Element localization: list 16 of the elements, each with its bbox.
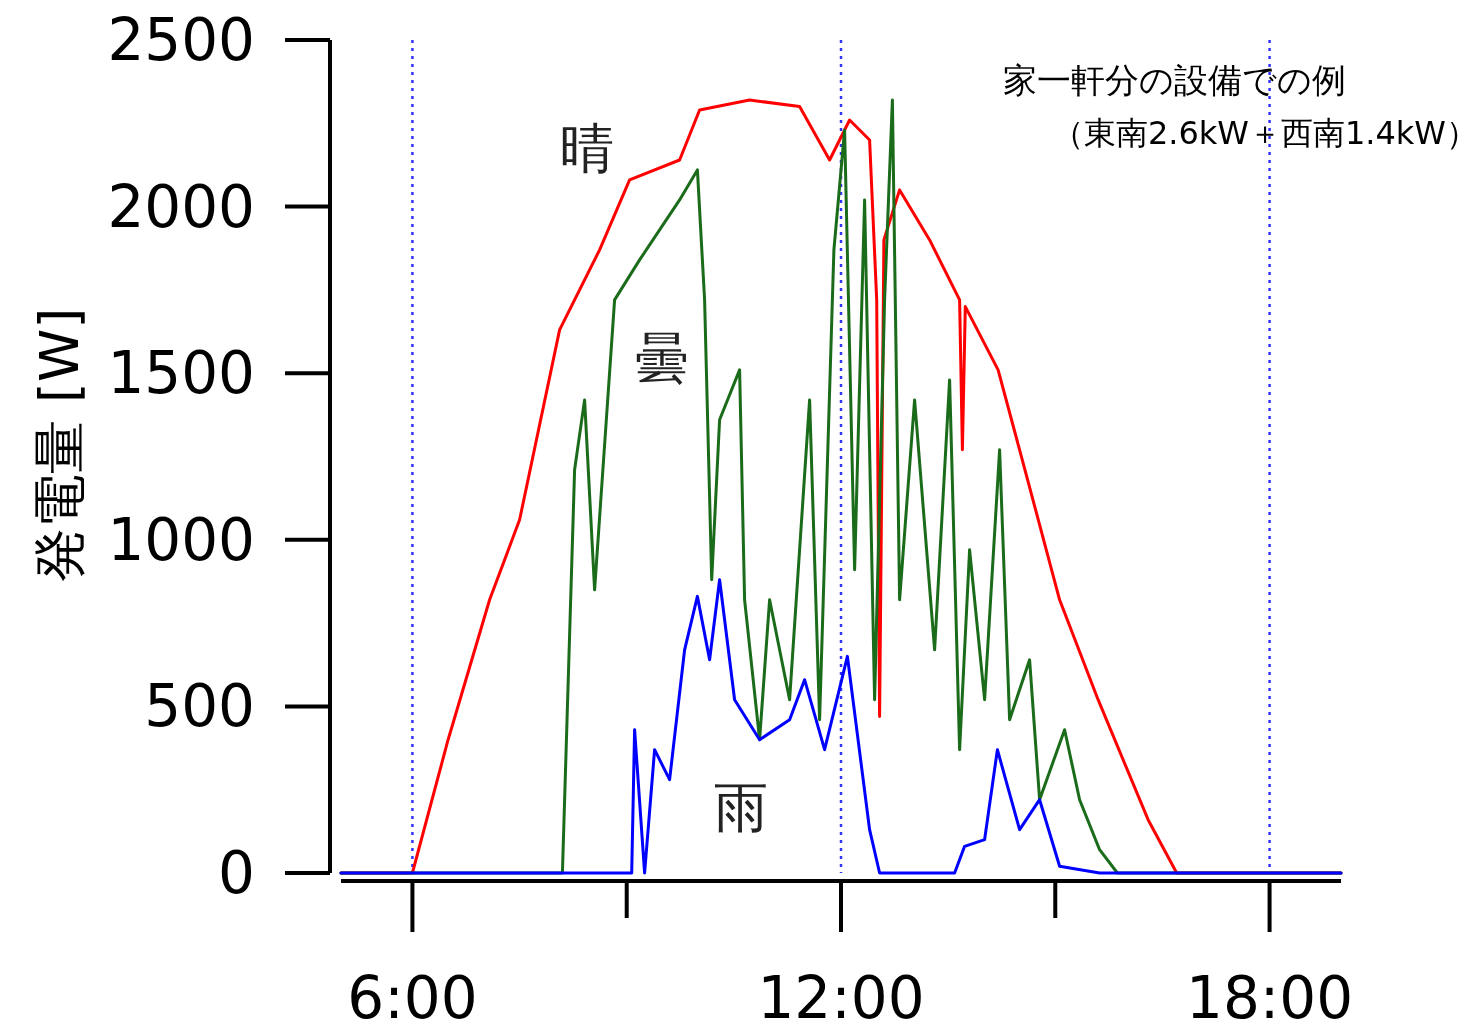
x-tick-label: 6:00 — [347, 964, 478, 1026]
y-tick-label: 0 — [218, 839, 255, 907]
y-tick-label: 2500 — [107, 6, 255, 74]
series-label: 晴 — [560, 116, 615, 180]
line-series — [339, 578, 1343, 875]
y-tick-label: 500 — [144, 672, 255, 741]
x-tick-label: 18:00 — [1185, 964, 1354, 1026]
series-label: 雨 — [714, 776, 768, 840]
annotation: （東南2.6kW＋西南1.4kW） — [1051, 114, 1478, 152]
series-label: 曇 — [635, 326, 690, 390]
y-tick-label: 1000 — [107, 505, 255, 574]
y-axis-title: 発電量 [W] — [28, 307, 91, 583]
x-tick-label: 12:00 — [757, 964, 925, 1026]
annotation: 家一軒分の設備での例 — [1003, 60, 1346, 100]
y-tick-label: 1500 — [107, 339, 255, 408]
y-tick-label: 2000 — [107, 172, 255, 241]
